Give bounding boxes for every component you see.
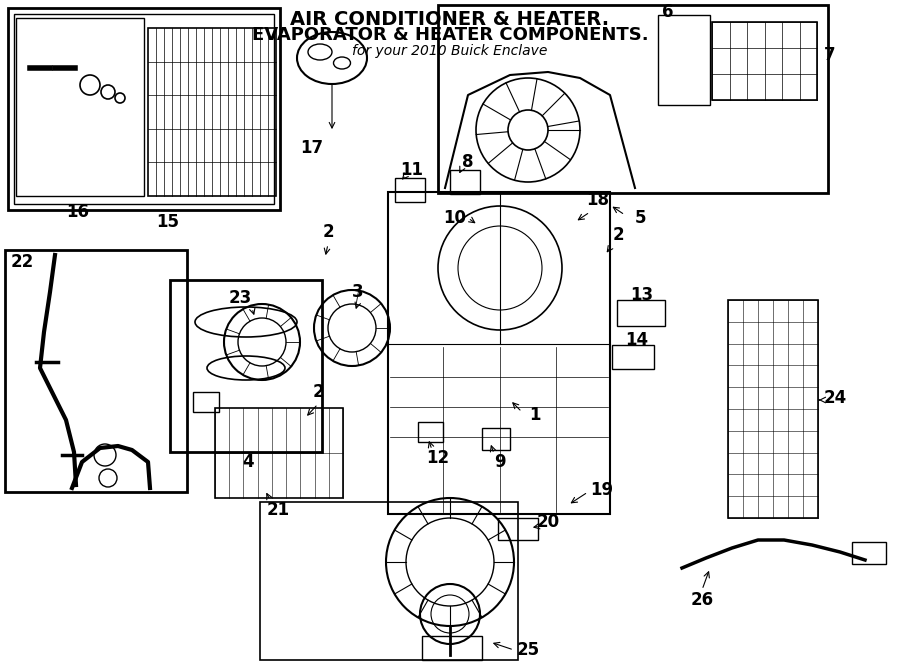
Text: 6: 6	[662, 3, 674, 21]
Bar	[438, 5, 828, 193]
Text: EVAPORATOR & HEATER COMPONENTS.: EVAPORATOR & HEATER COMPONENTS.	[252, 26, 648, 44]
Bar	[498, 518, 538, 540]
Bar	[612, 345, 654, 369]
Bar	[418, 422, 443, 442]
Text: 2: 2	[322, 223, 334, 241]
Text: 14: 14	[626, 331, 649, 349]
Text: 1: 1	[529, 406, 541, 424]
Text: 10: 10	[444, 209, 466, 227]
Bar	[148, 28, 276, 196]
Bar	[482, 428, 510, 450]
Bar	[14, 14, 274, 204]
Text: 9: 9	[494, 453, 506, 471]
Bar	[170, 280, 322, 452]
Text: 2: 2	[612, 226, 624, 244]
Text: 26: 26	[690, 591, 714, 609]
Text: 22: 22	[11, 253, 33, 271]
Bar	[260, 502, 518, 660]
Text: 7: 7	[824, 46, 836, 64]
Bar	[617, 300, 665, 326]
Bar	[712, 22, 817, 100]
Bar	[8, 8, 280, 210]
Bar	[450, 170, 480, 194]
Text: 16: 16	[67, 203, 89, 221]
Text: 4: 4	[242, 453, 254, 471]
Text: 12: 12	[427, 449, 450, 467]
Bar	[5, 250, 187, 492]
Text: 24: 24	[824, 389, 847, 407]
Text: 23: 23	[229, 289, 252, 307]
Text: 3: 3	[352, 283, 364, 301]
Bar	[395, 178, 425, 202]
Text: 25: 25	[517, 641, 540, 659]
Text: 19: 19	[590, 481, 614, 499]
Text: 11: 11	[400, 161, 424, 179]
Text: for your 2010 Buick Enclave: for your 2010 Buick Enclave	[352, 44, 548, 58]
Bar	[422, 636, 482, 660]
Bar	[728, 300, 818, 518]
Bar	[215, 408, 343, 498]
Text: 2: 2	[312, 383, 324, 401]
Text: 17: 17	[301, 139, 324, 157]
Text: AIR CONDITIONER & HEATER.: AIR CONDITIONER & HEATER.	[291, 10, 609, 29]
Text: 13: 13	[630, 286, 653, 304]
Bar	[193, 392, 219, 412]
Bar	[388, 192, 610, 514]
Bar	[16, 18, 144, 196]
Bar	[852, 542, 886, 564]
Text: 8: 8	[463, 153, 473, 171]
Text: 5: 5	[634, 209, 646, 227]
Bar	[658, 15, 710, 105]
Text: 21: 21	[266, 501, 290, 519]
Text: 15: 15	[157, 213, 179, 231]
Text: 18: 18	[587, 191, 609, 209]
Text: 20: 20	[536, 513, 560, 531]
